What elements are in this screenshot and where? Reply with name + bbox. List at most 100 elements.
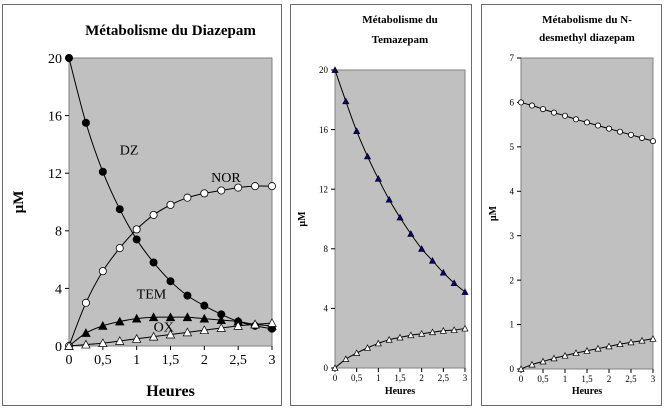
- data-point: [353, 127, 361, 134]
- data-point: [199, 325, 210, 335]
- data-point: [461, 324, 469, 332]
- x-tick-label: 3: [463, 373, 468, 383]
- y-tick-label: 6: [510, 98, 515, 108]
- series-1: [518, 99, 656, 145]
- x-tick-label: 0: [66, 353, 73, 368]
- data-point: [428, 256, 437, 264]
- series-2: [65, 182, 276, 350]
- data-point: [627, 131, 634, 138]
- data-point: [518, 99, 525, 106]
- data-point: [353, 349, 361, 356]
- data-point: [572, 349, 580, 356]
- data-point: [606, 125, 613, 132]
- x-tick-label: 1,5: [581, 374, 593, 384]
- data-point: [267, 182, 276, 191]
- data-point: [450, 326, 458, 333]
- data-point: [583, 347, 591, 354]
- data-point: [374, 339, 382, 347]
- data-point: [594, 344, 602, 352]
- y-tick-label: 4: [324, 304, 329, 314]
- x-axis-title: Heures: [146, 383, 195, 400]
- y-axis-title: µM: [11, 191, 27, 214]
- data-point: [439, 327, 447, 334]
- x-tick-label: 1,5: [394, 373, 406, 383]
- data-point: [418, 245, 426, 252]
- data-point: [115, 336, 125, 345]
- y-tick-label: 4: [55, 282, 62, 297]
- data-point: [217, 186, 226, 195]
- series-2: [517, 335, 657, 372]
- data-point: [528, 360, 536, 368]
- data-point: [98, 320, 108, 330]
- data-point: [396, 213, 404, 221]
- y-tick-label: 1: [510, 320, 515, 330]
- data-point: [638, 336, 646, 344]
- data-point: [250, 319, 260, 329]
- data-point: [562, 112, 569, 119]
- data-point: [183, 193, 192, 202]
- x-tick-label: 2,5: [438, 373, 450, 383]
- x-tick-label: 0,5: [94, 353, 112, 368]
- data-point: [331, 364, 339, 371]
- data-point: [182, 327, 193, 337]
- y-tick-label: 16: [48, 110, 62, 125]
- data-point: [148, 331, 159, 341]
- data-point: [165, 329, 176, 339]
- y-tick-label: 0: [510, 364, 515, 374]
- data-point: [81, 298, 90, 307]
- x-tick-label: 2: [419, 373, 424, 383]
- data-point: [385, 335, 393, 343]
- y-axis-title: µM: [488, 205, 499, 221]
- data-point: [561, 351, 569, 359]
- data-point: [149, 210, 158, 219]
- annotation-label: NOR: [211, 171, 241, 186]
- data-point: [234, 183, 243, 192]
- y-tick-label: 2: [510, 275, 515, 285]
- data-point: [374, 175, 382, 182]
- y-tick-label: 20: [319, 65, 329, 75]
- chart-title: Métabolisme du Diazepam: [85, 23, 256, 39]
- data-point: [64, 341, 74, 350]
- data-point: [551, 109, 558, 116]
- data-point: [539, 357, 547, 365]
- x-tick-label: 1: [376, 373, 381, 383]
- x-tick-label: 0: [333, 373, 338, 383]
- x-tick-label: 1,5: [162, 353, 180, 368]
- x-tick-label: 2: [607, 374, 612, 384]
- y-tick-label: 8: [55, 225, 62, 240]
- data-point: [517, 365, 525, 372]
- y-tick-label: 20: [48, 52, 62, 67]
- chart-title: Temazepam: [372, 34, 428, 46]
- data-point: [363, 344, 372, 351]
- data-point: [529, 102, 536, 109]
- diazepam-chart: Métabolisme du Diazepam 0 4 8 12 16 20 0 0,5 1 1,5…: [11, 23, 277, 400]
- series-1: [331, 66, 469, 295]
- y-tick-label: 12: [48, 167, 62, 182]
- data-point: [363, 152, 372, 160]
- y-tick-label: 16: [319, 125, 329, 135]
- y-tick-label: 4: [510, 186, 515, 196]
- annotation-label: OX: [154, 321, 174, 336]
- data-point: [573, 116, 580, 123]
- x-tick-label: 3: [269, 353, 276, 368]
- data-point: [418, 330, 426, 337]
- data-point: [165, 312, 176, 322]
- data-point: [396, 333, 404, 341]
- data-point: [233, 320, 243, 330]
- data-point: [251, 182, 260, 191]
- x-axis-title: Heures: [385, 386, 415, 397]
- y-tick-label: 12: [319, 184, 328, 194]
- y-tick-label: 3: [510, 231, 515, 241]
- data-point: [149, 258, 158, 267]
- data-point: [115, 244, 124, 253]
- y-tick-label: 7: [510, 53, 515, 63]
- desmethyldiazepam-chart-panel: Métabolisme du N-desmethyl diazepam 0 1 2 3 4…: [481, 4, 662, 406]
- data-point: [605, 342, 613, 350]
- data-point: [584, 119, 591, 126]
- data-point: [81, 328, 91, 337]
- data-point: [65, 54, 74, 63]
- data-point: [428, 328, 437, 336]
- y-tick-label: 5: [510, 142, 515, 152]
- data-point: [200, 189, 209, 198]
- temazepam-chart: Métabolisme du Temazepam 0 4 8 12 16 20 0 0,5 1 1,5…: [297, 14, 469, 397]
